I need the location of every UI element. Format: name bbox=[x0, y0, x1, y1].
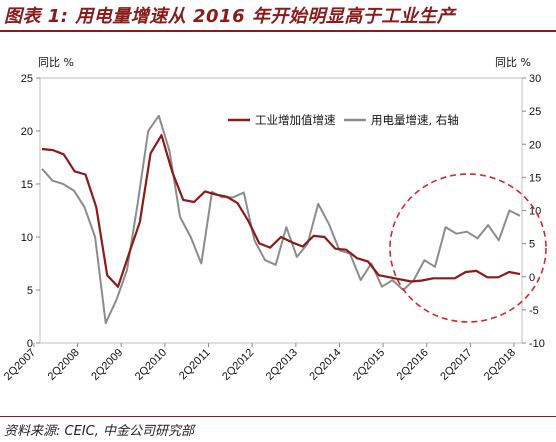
x-tick-label: 2Q2016 bbox=[395, 347, 431, 383]
left-tick-label: 25 bbox=[21, 73, 33, 85]
source-note: 资料来源: CEIC, 中金公司研究部 bbox=[4, 424, 194, 439]
x-tick-label: 2Q2010 bbox=[133, 347, 169, 383]
x-tick-label: 2Q2011 bbox=[177, 347, 213, 383]
left-tick-label: 20 bbox=[21, 126, 33, 138]
legend-label-industrial: 工业增加值增速 bbox=[255, 113, 336, 127]
series-line-industrial bbox=[41, 134, 521, 288]
right-tick-label: 5 bbox=[529, 239, 535, 251]
x-tick-label: 2Q2018 bbox=[482, 347, 518, 383]
left-tick-label: 15 bbox=[21, 179, 33, 191]
title-rule bbox=[0, 30, 556, 32]
chart-title: 图表 1: 用电量增速从 2016 年开始明显高于工业生产 bbox=[4, 6, 456, 27]
series-lines bbox=[41, 114, 521, 325]
right-tick-label: 30 bbox=[529, 73, 541, 85]
right-tick-label: -5 bbox=[529, 305, 539, 317]
right-tick-label: 25 bbox=[529, 106, 541, 118]
x-tick-label: 2Q2009 bbox=[89, 347, 125, 383]
left-tick-label: 5 bbox=[27, 285, 33, 297]
legend-label-electricity: 用电量增速, 右轴 bbox=[371, 113, 459, 127]
right-tick-label: 0 bbox=[529, 272, 535, 284]
highlight-circle bbox=[389, 173, 547, 323]
right-tick-label: 10 bbox=[529, 206, 541, 218]
left-tick-label: 0 bbox=[27, 338, 33, 350]
source-rule bbox=[0, 416, 556, 417]
x-tick-label: 2Q2007 bbox=[2, 347, 38, 383]
x-tick-label: 2Q2015 bbox=[351, 347, 387, 383]
left-axis-unit: 同比 % bbox=[38, 56, 74, 69]
x-tick-label: 2Q2014 bbox=[307, 347, 343, 383]
x-tick-label: 2Q2008 bbox=[46, 347, 82, 383]
right-tick-label: -10 bbox=[529, 338, 545, 350]
right-tick-label: 20 bbox=[529, 139, 541, 151]
right-tick-label: 15 bbox=[529, 172, 541, 184]
x-tick-label: 2Q2013 bbox=[264, 347, 300, 383]
x-tick-label: 2Q2012 bbox=[220, 347, 256, 383]
series-line-electricity bbox=[41, 114, 521, 325]
right-axis-unit: 同比 % bbox=[495, 56, 531, 69]
left-tick-label: 10 bbox=[21, 232, 33, 244]
x-tick-label: 2Q2017 bbox=[438, 347, 474, 383]
legend: 工业增加值增速 用电量增速, 右轴 bbox=[228, 113, 459, 127]
chart-axes bbox=[33, 77, 526, 347]
